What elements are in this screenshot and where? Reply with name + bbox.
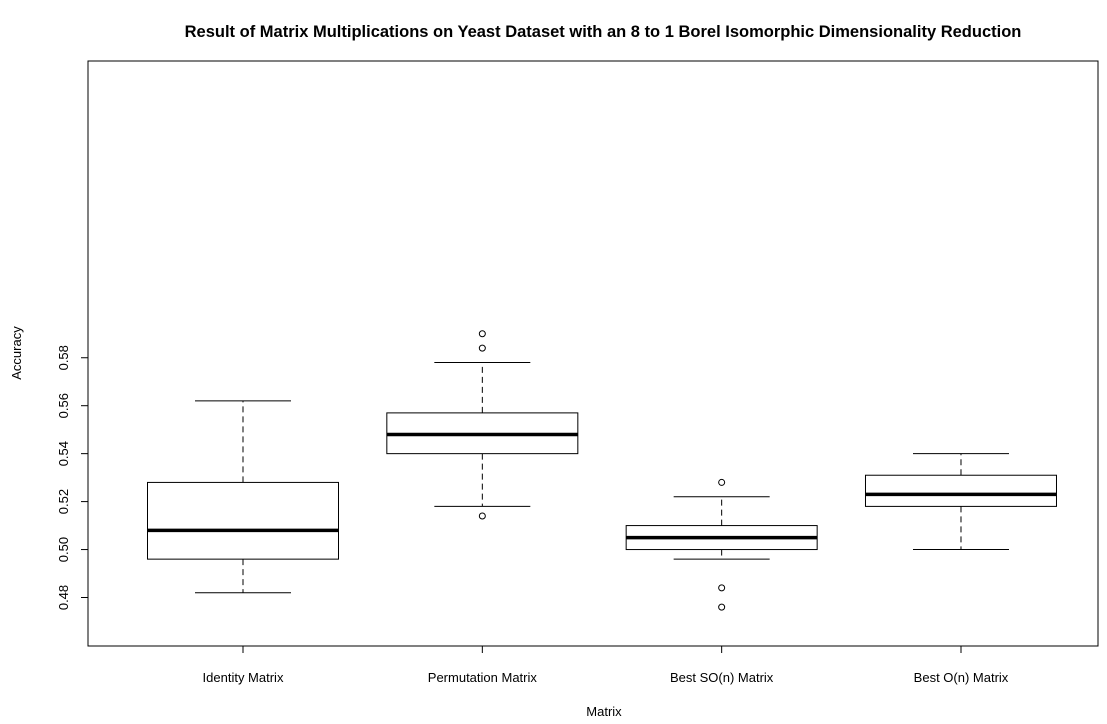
outlier-point: [718, 478, 726, 486]
y-tick-label: 0.48: [56, 585, 71, 610]
y-tick-label: 0.58: [56, 345, 71, 370]
x-axis: Identity Matrix Permutation Matrix Best SO…: [203, 646, 1009, 685]
y-axis: 0.48 0.50 0.52 0.54 0.56 0.58: [56, 345, 88, 610]
x-tick-label: Permutation Matrix: [428, 670, 538, 685]
y-tick-label: 0.50: [56, 537, 71, 562]
y-tick-label: 0.54: [56, 441, 71, 466]
box-group: [386, 330, 579, 520]
plot-frame: [87, 60, 1099, 647]
y-tick-label: 0.52: [56, 489, 71, 514]
box-iqr: [147, 481, 339, 560]
outlier-point: [718, 584, 726, 592]
x-tick-label: Best O(n) Matrix: [914, 670, 1009, 685]
x-tick-label: Best SO(n) Matrix: [670, 670, 774, 685]
box-group: [864, 453, 1057, 551]
outlier-point: [478, 512, 486, 520]
chart-title: Result of Matrix Multiplications on Yeas…: [185, 23, 1022, 41]
x-tick-label: Identity Matrix: [203, 670, 284, 685]
y-tick-label: 0.56: [56, 393, 71, 418]
boxplot-boxes: [147, 330, 1057, 611]
outlier-point: [478, 330, 486, 338]
y-axis-title: Accuracy: [9, 326, 24, 380]
box-iqr: [864, 474, 1057, 507]
box-group: [147, 400, 339, 594]
outlier-point: [718, 603, 726, 611]
x-axis-title: Matrix: [586, 704, 622, 719]
box-group: [625, 478, 818, 611]
outlier-point: [478, 344, 486, 352]
